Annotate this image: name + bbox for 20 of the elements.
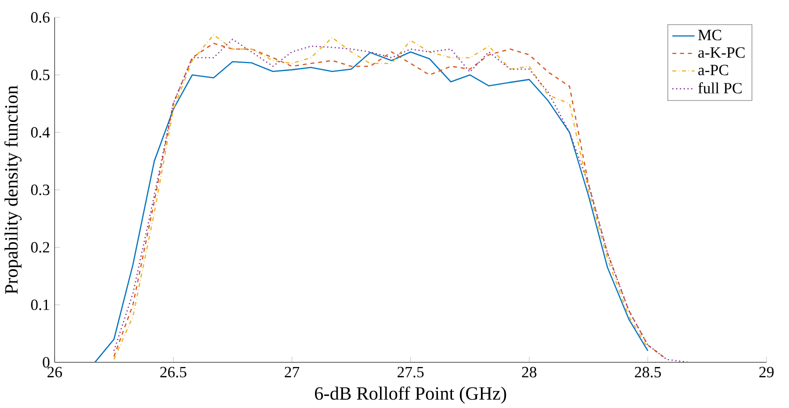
y-tick-label: 0.6 (31, 12, 50, 23)
legend-label: full PC (698, 82, 742, 94)
x-axis-title: 6-dB Rolloff Point (GHz) (314, 386, 506, 404)
legend-label: a-K-PC (698, 47, 745, 58)
legend-label: a-PC (698, 64, 728, 76)
y-tick-label: 0.2 (31, 242, 50, 253)
y-axis-title: Propability density function (4, 86, 22, 294)
x-tick-label: 26.5 (160, 366, 186, 378)
y-tick-label: 0.1 (31, 300, 50, 310)
legend-label: MC (698, 30, 722, 40)
x-tick-label: 28 (522, 366, 536, 378)
x-tick-label: 29 (759, 366, 774, 378)
x-tick-label: 26 (48, 366, 62, 378)
x-tick-label: 27 (284, 366, 300, 378)
y-tick-label: 0 (42, 357, 50, 368)
y-tick-label: 0.4 (31, 127, 50, 138)
x-tick-label: 28.5 (634, 366, 661, 378)
x-tick-label: 27.5 (398, 366, 424, 378)
y-tick-label: 0.5 (31, 70, 50, 80)
y-tick-label: 0.3 (31, 184, 50, 196)
